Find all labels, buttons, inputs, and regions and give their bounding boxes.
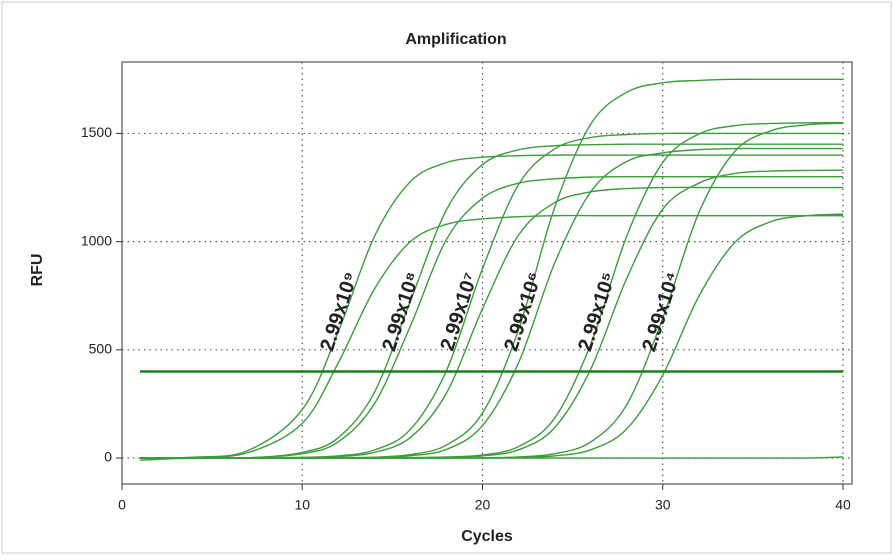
y-tick-label: 1500: [81, 124, 112, 140]
x-tick-label: 40: [835, 497, 851, 513]
chart-title: Amplification: [405, 31, 506, 48]
x-tick-label: 30: [655, 497, 671, 513]
x-tick-label: 0: [118, 497, 126, 513]
y-tick-label: 500: [89, 341, 113, 357]
y-axis-label: RFU: [29, 254, 46, 287]
x-tick-label: 20: [475, 497, 491, 513]
chart: Amplification Cycles RFU 0 10 20 30 40 0 500 10…: [0, 0, 893, 555]
page: Amplification Cycles RFU 0 10 20 30 40 0 500 10…: [0, 0, 893, 560]
x-tick-label: 10: [294, 497, 310, 513]
background: [2, 2, 891, 553]
x-axis-label: Cycles: [461, 528, 513, 545]
y-tick-label: 1000: [81, 232, 112, 248]
y-tick-label: 0: [104, 449, 112, 465]
